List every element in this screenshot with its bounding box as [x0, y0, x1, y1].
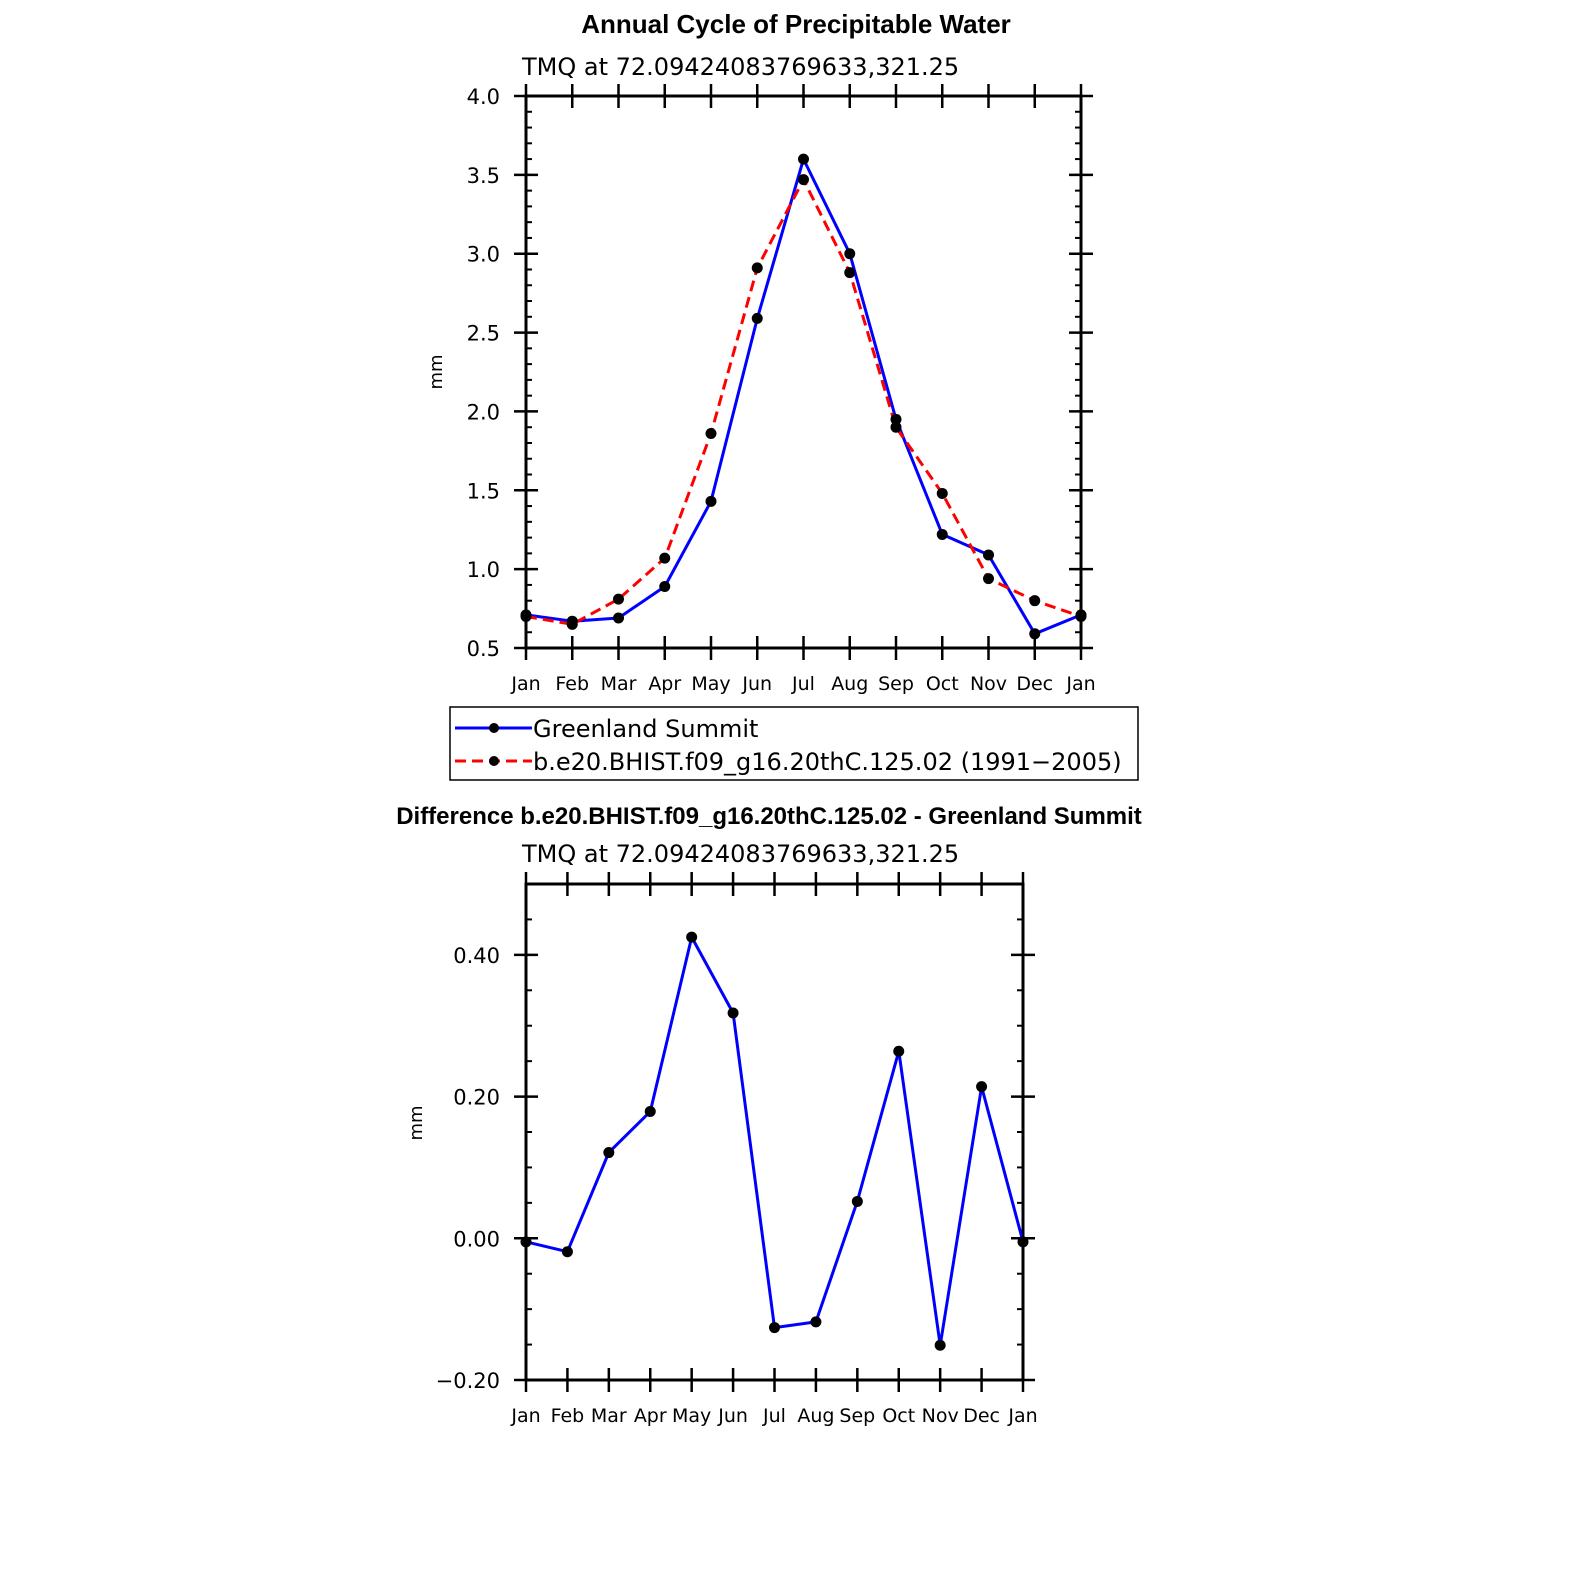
y-tick-label: 4.0 [467, 85, 500, 109]
series-0-point [936, 528, 948, 540]
x-tick-label: Nov [922, 1405, 959, 1427]
x-tick-label: Oct [926, 673, 959, 695]
series-0-point [893, 1045, 905, 1057]
series-0-point [890, 413, 902, 425]
x-tick-label: Jan [510, 673, 540, 695]
series-0-point [613, 612, 624, 624]
x-tick-label: Aug [831, 673, 868, 695]
x-tick-label: Aug [797, 1405, 834, 1427]
series-1-point [1029, 595, 1041, 607]
chart1-plot: Jan Feb Mar Apr May Jun Jul Aug Sep Oct Nov Dec Jan 0… [467, 84, 1096, 695]
x-tick-label: Apr [634, 1405, 667, 1427]
series-0-point [603, 1147, 615, 1159]
series-0-point [1017, 1236, 1029, 1248]
series-1-point [844, 267, 856, 279]
series-1-point [798, 174, 809, 186]
y-tick-label: 2.5 [467, 322, 500, 346]
chart2-frame [524, 882, 1025, 1382]
chart1-ylabel: mm [426, 354, 447, 389]
y-tick-label: 0.40 [453, 944, 500, 968]
series-0-point [769, 1322, 780, 1334]
chart2-ylabel: mm [406, 1105, 427, 1140]
x-tick-label: Sep [839, 1405, 875, 1427]
x-tick-label: Mar [591, 1405, 627, 1427]
series-0-point [934, 1339, 946, 1351]
series-0-point [851, 1195, 863, 1207]
x-tick-label: Dec [1016, 673, 1053, 695]
x-tick-label: Jun [741, 673, 772, 695]
series-1-point [613, 593, 624, 605]
series-1-point [566, 618, 578, 630]
series-0-point [798, 153, 809, 165]
x-tick-label: Jul [762, 1405, 786, 1427]
chart1-subtitle: TMQ at 72.09424083769633,321.25 [521, 53, 959, 81]
y-tick-label: 1.0 [467, 558, 500, 582]
series-0-point [983, 549, 994, 561]
series-line-0 [525, 157, 1082, 636]
series-0-point [1029, 628, 1041, 640]
y-tick-label: 3.5 [467, 164, 500, 188]
series-0-point [520, 1236, 532, 1248]
series-1-point [751, 262, 763, 274]
series-1-point [1075, 610, 1087, 622]
series-0-point [751, 312, 763, 324]
x-tick-label: Feb [551, 1405, 585, 1427]
legend-label-model: b.e20.BHIST.f09_g16.20thC.125.02 (1991−2… [533, 748, 1122, 776]
x-tick-label: May [672, 1405, 711, 1427]
y-tick-label: 1.5 [467, 479, 500, 503]
chart2-plot: Jan Feb Mar Apr May Jun Jul Aug Sep Oct Nov Dec Jan−… [436, 872, 1038, 1427]
series-line-1 [525, 178, 1082, 626]
x-tick-label: Jun [717, 1405, 748, 1427]
chart2-title: Difference b.e20.BHIST.f09_g16.20thC.125… [396, 803, 1142, 830]
series-0-point [976, 1081, 988, 1093]
series-1-point [659, 552, 671, 564]
series-0-point [561, 1246, 573, 1258]
legend-box [449, 706, 1139, 781]
x-tick-label: Jan [1065, 673, 1095, 695]
series-0-point [644, 1105, 656, 1117]
x-tick-label: Oct [882, 1405, 915, 1427]
x-tick-label: Feb [555, 673, 589, 695]
legend-marker-greenland [489, 723, 499, 733]
y-tick-label: 0.00 [453, 1227, 500, 1251]
x-tick-label: Nov [970, 673, 1007, 695]
series-1-point [983, 573, 994, 585]
x-tick-label: Jan [1007, 1405, 1037, 1427]
series-0-point [844, 248, 856, 260]
series-0-point [810, 1316, 822, 1328]
series-1-point [705, 428, 717, 440]
x-tick-label: Jan [510, 1405, 540, 1427]
series-1-point [890, 421, 902, 433]
x-tick-label: Mar [601, 673, 637, 695]
series-1-point [520, 610, 532, 622]
x-tick-label: Dec [963, 1405, 1000, 1427]
chart2-subtitle: TMQ at 72.09424083769633,321.25 [521, 840, 959, 868]
chart1-title: Annual Cycle of Precipitable Water [581, 9, 1011, 39]
chart1-legend: Greenland Summit b.e20.BHIST.f09_g16.20t… [449, 706, 1139, 781]
y-tick-label: 2.0 [467, 400, 500, 424]
series-0-point [705, 495, 717, 507]
series-1-point [936, 487, 948, 499]
x-tick-label: Jul [791, 673, 815, 695]
y-tick-label: −0.20 [436, 1369, 500, 1393]
series-0-point [686, 931, 698, 943]
series-0-point [727, 1007, 739, 1019]
legend-marker-model [489, 756, 499, 766]
legend-label-greenland: Greenland Summit [533, 715, 758, 743]
x-tick-label: Sep [878, 673, 914, 695]
series-0-point [659, 580, 671, 592]
y-tick-label: 0.20 [453, 1086, 500, 1110]
y-tick-label: 3.0 [467, 243, 500, 267]
series-line-0 [525, 935, 1025, 1347]
x-tick-label: Apr [648, 673, 681, 695]
x-tick-label: May [691, 673, 730, 695]
y-tick-label: 0.5 [467, 637, 500, 661]
